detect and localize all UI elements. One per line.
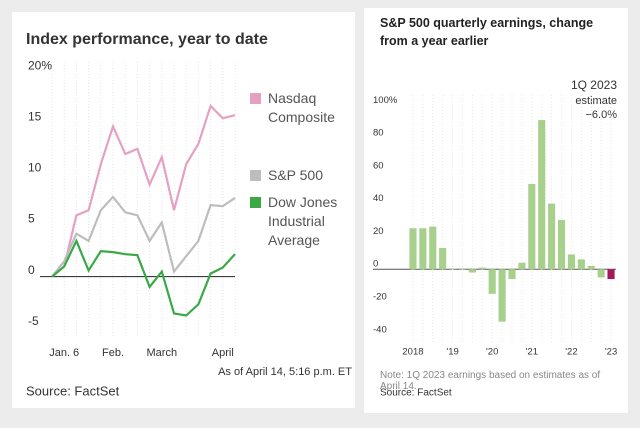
- source: Source: FactSet: [26, 383, 120, 398]
- y-tick-label: -20: [373, 292, 387, 303]
- legend-swatch: [250, 170, 261, 181]
- bar: [488, 269, 496, 294]
- bar: [607, 269, 615, 280]
- chart-title: S&P 500 quarterly earnings, change from …: [380, 16, 594, 48]
- note: Note: 1Q 2023 earnings based on estimate…: [380, 370, 601, 392]
- line-series: [51, 195, 236, 278]
- bar: [508, 269, 516, 280]
- panel: [12, 12, 355, 408]
- panel: [364, 8, 628, 413]
- bar: [518, 262, 526, 270]
- x-tick-label: '22: [565, 347, 577, 358]
- y-tick-label: 0: [28, 263, 35, 277]
- chart-title: Index performance, year to date: [26, 31, 268, 48]
- y-tick-label: -40: [373, 324, 387, 335]
- legend-entry: Dow Jones Industrial Average: [250, 193, 348, 250]
- bar: [528, 183, 536, 270]
- legend-entry: S&P 500: [250, 166, 348, 185]
- legend-label: Nasdaq Composite: [268, 90, 335, 125]
- x-tick-label: '20: [486, 347, 498, 358]
- callout-value: −6.0%: [586, 109, 618, 121]
- y-tick-label: 40: [373, 193, 384, 204]
- legend-label: Dow Jones Industrial Average: [268, 194, 338, 248]
- callout-subtitle: estimate: [575, 95, 617, 107]
- bar: [468, 269, 476, 273]
- bar: [409, 228, 417, 270]
- bar: [439, 247, 447, 270]
- line-series: [51, 103, 236, 278]
- bar: [449, 268, 457, 270]
- x-tick-label: '21: [526, 347, 538, 358]
- y-tick-label: -5: [28, 314, 39, 328]
- bar: [548, 203, 556, 270]
- legend-label: S&P 500: [268, 167, 324, 183]
- x-tick-label: Jan. 6: [49, 347, 79, 359]
- line-series: [51, 238, 236, 317]
- y-tick-label: 60: [373, 160, 384, 171]
- bar: [567, 254, 575, 270]
- bar: [429, 226, 437, 270]
- bar: [597, 269, 605, 278]
- legend-swatch: [250, 197, 261, 208]
- bar: [577, 259, 585, 270]
- source: Source: FactSet: [380, 388, 452, 399]
- x-tick-label: '23: [605, 347, 617, 358]
- bar: [498, 269, 506, 322]
- annotation: As of April 14, 5:16 p.m. ET: [218, 366, 352, 378]
- x-tick-label: Feb.: [102, 347, 124, 359]
- legend-entry: Nasdaq Composite: [250, 89, 348, 127]
- bar: [587, 265, 595, 270]
- y-tick-label: 10: [28, 161, 42, 175]
- x-tick-label: '19: [446, 347, 458, 358]
- y-tick-label: 15: [28, 110, 42, 124]
- x-tick-label: April: [212, 347, 234, 359]
- y-tick-label: 5: [28, 212, 35, 226]
- y-tick-label: 100%: [373, 95, 398, 106]
- y-tick-label: 80: [373, 128, 384, 139]
- bar: [478, 267, 486, 270]
- bar: [419, 228, 427, 270]
- bar: [538, 120, 546, 270]
- bar: [557, 220, 566, 270]
- callout-title: 1Q 2023: [571, 78, 617, 92]
- y-tick-label: 20%: [28, 58, 52, 72]
- y-tick-label: 0: [373, 259, 378, 270]
- y-tick-label: 20: [373, 226, 384, 237]
- x-tick-label: 2018: [402, 347, 423, 358]
- legend-swatch: [250, 93, 261, 104]
- x-tick-label: March: [147, 347, 178, 359]
